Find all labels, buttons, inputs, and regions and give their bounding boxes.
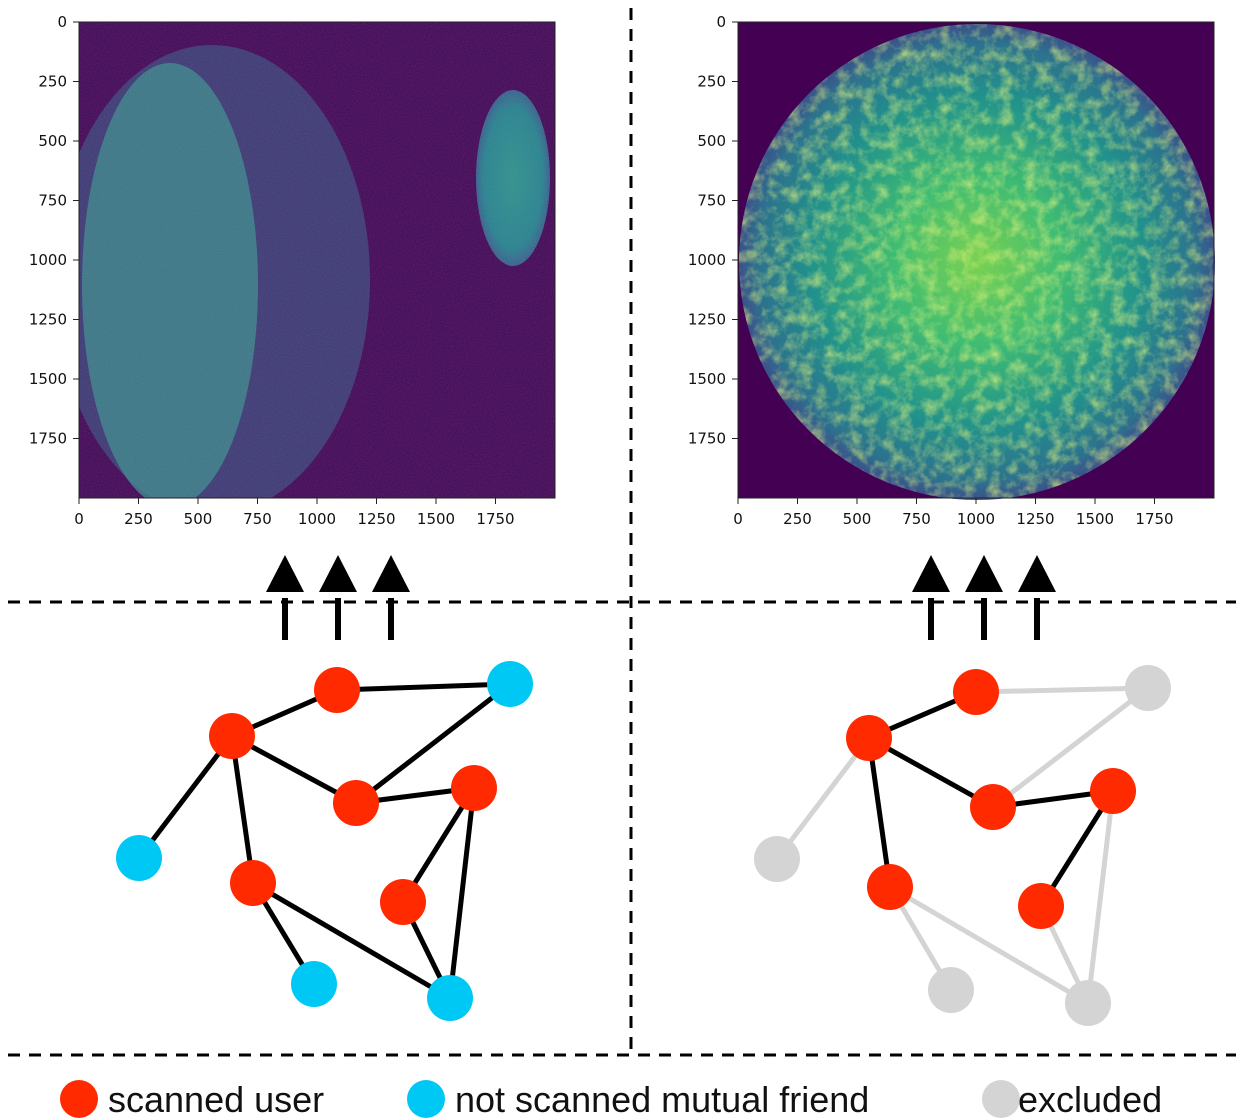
network-edge: [353, 681, 513, 806]
legend-not-scanned-label: not scanned mutual friend: [455, 1079, 869, 1120]
up-arrow: [1018, 555, 1056, 640]
y-tick-label: 1750: [29, 430, 67, 448]
x-tick-label: 750: [243, 510, 272, 528]
excluded-node: [1065, 980, 1111, 1026]
y-tick-label: 1500: [688, 370, 726, 388]
legend-scanned-marker: [60, 1080, 98, 1118]
y-tick-label: 1500: [29, 370, 67, 388]
scanned-user-node: [953, 669, 999, 715]
y-tick-label: 1000: [29, 251, 67, 269]
left-y-axis: 0 250 500 750 1000 1250 1500 1750: [29, 13, 79, 448]
scanned-user-node: [333, 780, 379, 826]
x-tick-label: 1000: [957, 510, 995, 528]
legend-not-scanned-marker: [407, 1080, 445, 1118]
scanned-user-node: [451, 765, 497, 811]
y-tick-label: 1250: [29, 311, 67, 329]
x-tick-label: 0: [733, 510, 743, 528]
x-tick-label: 250: [783, 510, 812, 528]
legend-excluded-marker: [982, 1080, 1020, 1118]
dividers: [8, 8, 1236, 1058]
y-tick-label: 250: [697, 73, 726, 91]
up-arrow: [372, 555, 410, 640]
mutual-friend-node: [116, 835, 162, 881]
x-tick-label: 250: [124, 510, 153, 528]
scanned-user-node: [209, 713, 255, 759]
excluded-edge: [1085, 788, 1116, 1006]
right-network: [754, 665, 1171, 1026]
y-tick-label: 250: [38, 73, 67, 91]
up-arrow: [319, 555, 357, 640]
x-tick-label: 1750: [476, 510, 514, 528]
y-tick-label: 500: [697, 132, 726, 150]
legend-scanned-label: scanned user: [108, 1079, 324, 1120]
excluded-node: [928, 967, 974, 1013]
left-image-plot: 0 250 500 750 1000 1250 1500 1750 0 250 500 750 100…: [29, 13, 556, 528]
scanned-user-node: [230, 860, 276, 906]
network-edge: [866, 735, 893, 890]
network-edges: [774, 685, 1151, 1006]
right-x-axis: 0 250 500 750 1000 1250 1500 1750: [733, 498, 1174, 528]
x-tick-label: 1500: [1076, 510, 1114, 528]
y-tick-label: 750: [38, 192, 67, 210]
right-image-plot: 0 250 500 750 1000 1250 1500 1750 0 250 500 750 100…: [688, 13, 1215, 528]
excluded-edge: [887, 884, 1091, 1006]
network-edge: [866, 735, 996, 810]
mutual-friend-node: [487, 661, 533, 707]
scanned-user-node: [1018, 883, 1064, 929]
x-tick-label: 500: [184, 510, 213, 528]
y-tick-label: 500: [38, 132, 67, 150]
y-tick-label: 0: [716, 13, 726, 31]
scanned-user-node: [380, 879, 426, 925]
legend-excluded-label: excluded: [1018, 1079, 1162, 1120]
x-tick-label: 500: [843, 510, 872, 528]
up-arrow: [912, 555, 950, 640]
network-edge: [136, 733, 235, 861]
x-tick-label: 750: [902, 510, 931, 528]
excluded-node: [1125, 665, 1171, 711]
x-tick-label: 1000: [298, 510, 336, 528]
excluded-edge: [973, 685, 1151, 695]
x-tick-label: 1250: [1016, 510, 1054, 528]
arrows: [266, 555, 1056, 640]
scanned-user-node: [867, 864, 913, 910]
network-nodes: [754, 665, 1171, 1026]
network-edge: [447, 785, 477, 1001]
network-edge: [250, 880, 453, 1001]
excluded-edge: [774, 735, 872, 862]
network-edge: [229, 733, 256, 886]
network-edge: [334, 681, 513, 693]
excluded-node: [754, 836, 800, 882]
network-edge: [229, 733, 359, 806]
y-tick-label: 0: [57, 13, 67, 31]
network-nodes: [116, 661, 533, 1021]
scanned-user-node: [1090, 768, 1136, 814]
y-tick-label: 1750: [688, 430, 726, 448]
x-tick-label: 1750: [1135, 510, 1173, 528]
scanned-user-node: [970, 784, 1016, 830]
network-edges: [136, 681, 513, 1001]
x-tick-label: 0: [74, 510, 84, 528]
left-network: [116, 661, 533, 1021]
left-x-axis: 0 250 500 750 1000 1250 1500 1750: [74, 498, 515, 528]
y-tick-label: 750: [697, 192, 726, 210]
y-tick-label: 1250: [688, 311, 726, 329]
mutual-friend-node: [291, 961, 337, 1007]
x-tick-label: 1500: [417, 510, 455, 528]
scanned-user-node: [314, 667, 360, 713]
excluded-edge: [990, 685, 1151, 810]
legend: scanned user not scanned mutual friend e…: [60, 1079, 1162, 1120]
up-arrow: [965, 555, 1003, 640]
up-arrow: [266, 555, 304, 640]
right-y-axis: 0 250 500 750 1000 1250 1500 1750: [688, 13, 738, 448]
scanned-user-node: [846, 715, 892, 761]
x-tick-label: 1250: [357, 510, 395, 528]
y-tick-label: 1000: [688, 251, 726, 269]
mutual-friend-node: [427, 975, 473, 1021]
